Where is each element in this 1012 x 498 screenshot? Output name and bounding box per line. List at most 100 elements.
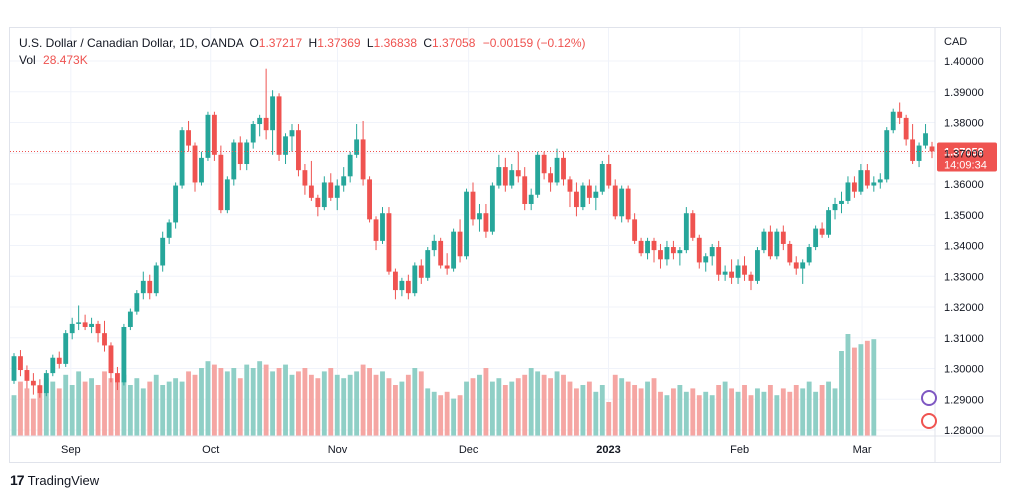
candle-body [179, 130, 185, 186]
volume-bar [56, 388, 62, 436]
y-tick-label: 1.29000 [944, 394, 984, 406]
candle-body [658, 250, 663, 260]
candle-body [76, 322, 82, 324]
volume-bar [82, 381, 88, 436]
candle-body [412, 265, 418, 294]
volume-bar [586, 381, 592, 436]
volume-bar [574, 388, 579, 436]
volume-bar [793, 385, 799, 436]
y-tick-label: 1.28000 [944, 425, 984, 437]
candle-body [296, 130, 301, 171]
candle-body [224, 179, 230, 211]
candle-body [102, 333, 107, 346]
volume-bar [386, 378, 392, 436]
y-tick-label: 1.31000 [944, 333, 984, 345]
y-tick-label: 1.38000 [944, 118, 984, 130]
candle-body [832, 203, 838, 211]
candle-body [127, 311, 133, 327]
symbol-title[interactable]: U.S. Dollar / Canadian Dollar, 1D, OANDA [19, 36, 244, 50]
volume-bar [716, 385, 722, 436]
candle-body [257, 117, 263, 125]
candle-body [244, 142, 250, 165]
volume-bar [845, 334, 851, 436]
volume-bar [470, 378, 476, 436]
volume-bar [819, 385, 825, 436]
volume-bar [127, 385, 133, 436]
volume-bar [489, 381, 495, 436]
candle-body [923, 133, 928, 146]
volume-bar [806, 381, 812, 436]
y-tick-label: 1.32000 [944, 302, 984, 314]
candle-body [806, 247, 812, 263]
candle-body [489, 185, 495, 232]
candle-body [270, 96, 276, 131]
tradingview-branding[interactable]: 17 TradingView [10, 472, 99, 488]
candle-body [354, 139, 360, 155]
volume-bar [354, 371, 360, 436]
candle-body [373, 219, 379, 241]
candle-body [24, 370, 30, 381]
volume-bar [76, 371, 82, 436]
candle-body [774, 231, 780, 257]
candle-body [871, 182, 877, 186]
volume-bar [871, 339, 877, 436]
candle-body [276, 96, 282, 155]
volume-bar [522, 374, 528, 436]
volume-bar [37, 385, 43, 436]
candle-body [380, 213, 385, 241]
volume-bar [166, 381, 172, 436]
candle-body [502, 167, 508, 186]
volume-bar [606, 402, 612, 436]
candle-body [95, 323, 101, 334]
volume-bar [334, 374, 340, 436]
volume-bar [315, 378, 321, 436]
candle-body [11, 356, 17, 381]
candle-body [89, 323, 95, 327]
candle-body [664, 247, 670, 260]
candle-body [793, 262, 799, 269]
candle-body [444, 265, 450, 269]
volume-bar [367, 368, 372, 436]
high-value: 1.37369 [317, 36, 361, 50]
candle-body [115, 373, 120, 383]
candle-body [418, 265, 424, 278]
candle-body [884, 130, 890, 180]
volume-bar [761, 391, 767, 436]
volume-bar [392, 385, 398, 436]
close-label: C [423, 36, 433, 50]
volume-bar [199, 368, 204, 436]
volume-bar [173, 378, 179, 436]
legend-ohlc-row: U.S. Dollar / Canadian Dollar, 1D, OANDA… [19, 35, 586, 52]
candle-body [735, 265, 741, 278]
candle-body [63, 333, 69, 364]
volume-label: Vol [19, 53, 36, 67]
candle-body [237, 142, 243, 165]
x-tick-label: Dec [459, 444, 479, 456]
candle-body [877, 179, 883, 183]
currency-label: CAD [944, 36, 967, 48]
volume-bar [134, 378, 140, 436]
candle-body [819, 228, 825, 235]
tradingview-logo-icon: 17 [10, 472, 25, 488]
economic-event-flag-icon[interactable] [921, 413, 937, 429]
candle-body [864, 170, 870, 186]
x-tick-label: Nov [328, 444, 348, 456]
volume-bar [535, 371, 541, 436]
volume-value: 28.473K [43, 53, 88, 67]
volume-bar [302, 368, 308, 436]
volume-bar [703, 391, 709, 436]
candle-body [166, 222, 172, 238]
x-tick-label: Mar [853, 444, 872, 456]
volume-bar [431, 391, 437, 436]
volume-bar [244, 364, 250, 436]
candle-body [425, 250, 431, 278]
high-label: H [308, 36, 318, 50]
candle-body [30, 380, 36, 386]
volume-bar [263, 364, 269, 436]
candle-body [709, 247, 715, 257]
y-tick-label: 1.34000 [944, 241, 984, 253]
candle-body [787, 243, 793, 263]
event-marker-icon[interactable] [921, 390, 937, 406]
candle-body [250, 124, 256, 143]
